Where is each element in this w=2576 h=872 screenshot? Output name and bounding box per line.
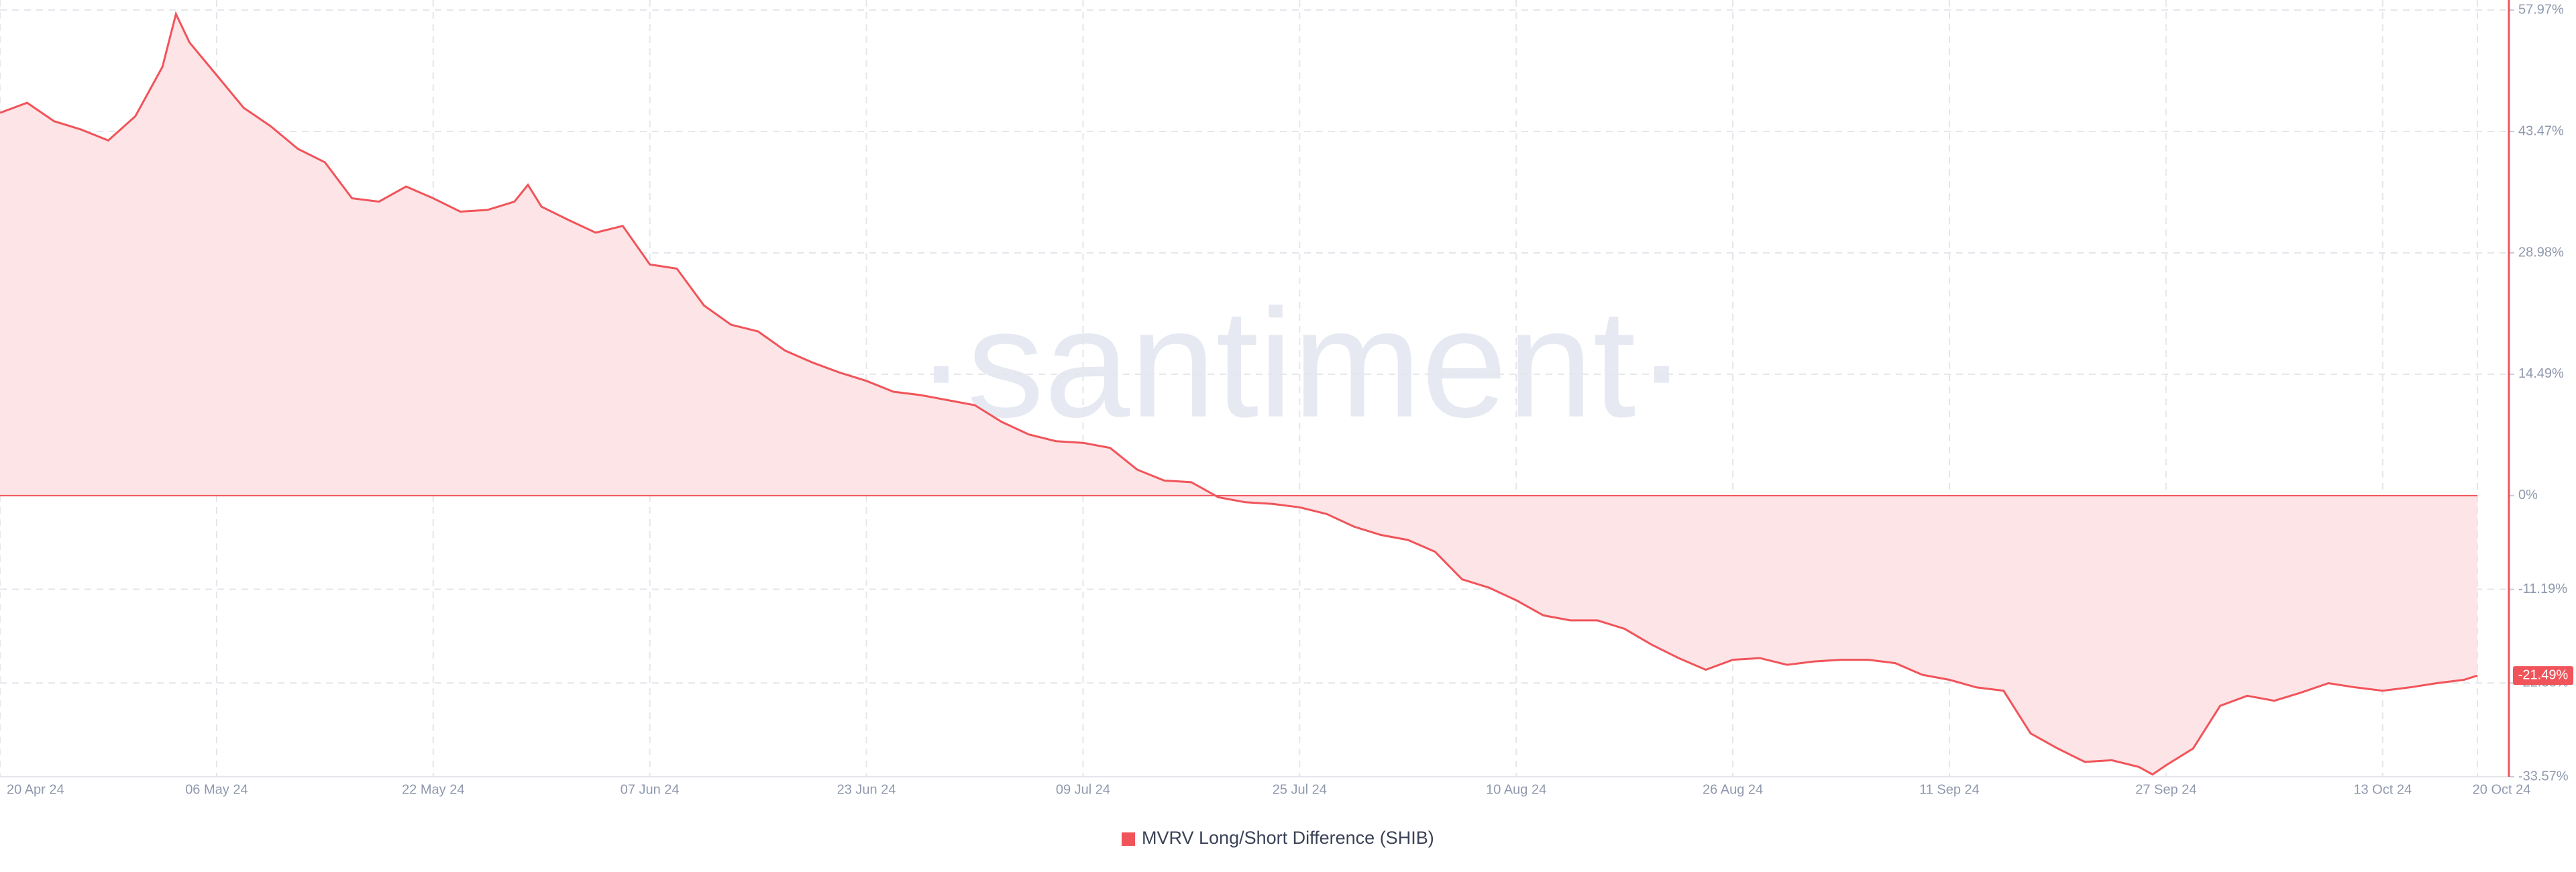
y-tick-label: -33.57% (2518, 769, 2569, 783)
legend-label: MVRV Long/Short Difference (SHIB) (1142, 828, 1434, 848)
area (0, 13, 2477, 775)
x-tick-label: 06 May 24 (185, 782, 248, 797)
watermark: ·santiment· (916, 277, 1687, 449)
x-tick-label: 07 Jun 24 (621, 782, 680, 797)
x-tick-label: 20 Apr 24 (7, 782, 64, 797)
x-tick-label: 20 Oct 24 (2473, 782, 2531, 797)
y-tick-label: 28.98% (2518, 245, 2564, 260)
y-tick-label: 14.49% (2518, 366, 2564, 381)
current-value-label: -21.49% (2518, 667, 2569, 682)
x-tick-label: 23 Jun 24 (837, 782, 896, 797)
x-tick-label: 09 Jul 24 (1056, 782, 1110, 797)
x-tick-label: 10 Aug 24 (1486, 782, 1546, 797)
x-tick-label: 13 Oct 24 (2353, 782, 2412, 797)
y-tick-label: -11.19% (2518, 582, 2567, 596)
y-tick-label: 57.97% (2518, 2, 2564, 17)
x-tick-label: 11 Sep 24 (1919, 782, 1980, 797)
x-tick-label: 27 Sep 24 (2135, 782, 2196, 797)
x-tick-label: 25 Jul 24 (1273, 782, 1327, 797)
line (0, 11, 2478, 776)
y-tick-label: 43.47% (2518, 123, 2564, 138)
x-tick-label: 22 May 24 (402, 782, 464, 797)
legend-swatch (1122, 832, 1135, 846)
current-value-badge (2513, 666, 2573, 686)
y-tick-label: 0% (2518, 488, 2538, 502)
x-tick-label: 26 Aug 24 (1703, 782, 1763, 797)
